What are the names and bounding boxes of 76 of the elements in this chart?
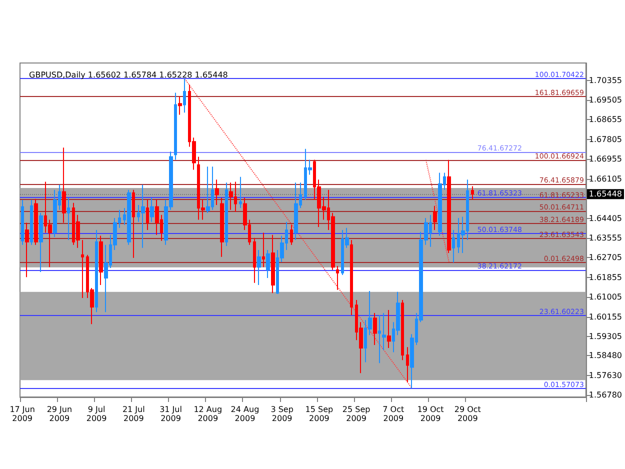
- candlestick: [401, 300, 404, 361]
- y-tick-label: 1.60155: [588, 312, 622, 322]
- candlestick: [350, 239, 353, 316]
- candlestick: [132, 189, 135, 258]
- candlestick: [438, 172, 442, 236]
- x-tick-label: 12 Aug 2009: [194, 405, 222, 423]
- candlestick: [373, 312, 377, 346]
- candlestick: [174, 92, 177, 160]
- candlestick: [253, 237, 256, 284]
- x-tick-label: 29 Jun 2009: [46, 405, 72, 423]
- x-tick-label: 7 Oct 2009: [382, 405, 404, 423]
- text: GBPUSD,Daily 1.65602 1.65784 1.65228 1.65448: [29, 70, 228, 80]
- candlestick: [206, 166, 210, 214]
- candlestick: [290, 224, 293, 246]
- y-tick-label: 1.57630: [588, 370, 622, 380]
- x-tick-label: 15 Sep 2009: [305, 405, 334, 423]
- candlestick: [378, 314, 381, 364]
- candlestick: [257, 249, 261, 286]
- candlestick: [21, 199, 24, 246]
- y-tick-label: 1.68655: [588, 115, 622, 124]
- ref-line-label: 1.65448: [588, 190, 622, 199]
- candlestick: [183, 78, 186, 114]
- y-tick-label: 1.66105: [588, 174, 622, 184]
- candlestick: [225, 182, 228, 247]
- x-tick-label: 24 Aug 2009: [230, 405, 260, 423]
- y-tick-label: 1.56780: [588, 390, 622, 400]
- candlestick: [34, 198, 38, 246]
- candlestick: [294, 182, 298, 240]
- y-tick-label: 1.69505: [588, 95, 622, 104]
- y-tick-label: 1.58480: [588, 351, 622, 360]
- x-tick-label: 31 Jul 2009: [160, 405, 182, 423]
- candlestick: [25, 222, 29, 278]
- candlestick: [53, 189, 57, 238]
- candlestick: [127, 189, 131, 246]
- candlestick: [215, 179, 219, 206]
- candlestick: [452, 230, 455, 264]
- y-tick-label: 1.66955: [588, 154, 622, 164]
- candlestick: [220, 197, 224, 258]
- candlestick: [99, 235, 103, 286]
- candlestick: [336, 265, 339, 290]
- y-tick-label: 1.70355: [588, 76, 622, 85]
- y-tick-label: 1.59305: [588, 332, 622, 342]
- x-tick-label: 9 Jul 2009: [86, 405, 107, 423]
- candlestick: [447, 159, 451, 254]
- x-tick-label: 17 Jun 2009: [10, 405, 35, 423]
- x-tick-label: 3 Sep 2009: [270, 405, 294, 423]
- x-tick-label: 25 Sep 2009: [342, 405, 370, 423]
- x-tick-label: 21 Jul 2009: [122, 405, 145, 423]
- candlestick: [262, 232, 265, 268]
- candlestick: [271, 234, 275, 294]
- candlestick: [229, 182, 233, 210]
- candlestick: [266, 249, 270, 279]
- candlestick: [239, 176, 242, 208]
- y-tick-label: 1.63555: [588, 234, 622, 242]
- candlestick: [62, 147, 66, 224]
- y-tick-label: 1.61855: [588, 272, 622, 282]
- candlestick: [81, 239, 84, 298]
- x-tick-label: 29 Oct 2009: [454, 405, 481, 423]
- y-tick-label: 1.61005: [588, 292, 622, 302]
- candlestick: [178, 96, 182, 116]
- candlestick: [141, 184, 145, 248]
- y-tick-label: 1.67805: [588, 134, 622, 144]
- x-tick-label: 19 Oct 2009: [417, 405, 444, 423]
- candlestick: [67, 197, 70, 240]
- candlestick: [471, 186, 474, 200]
- candlestick: [146, 199, 149, 230]
- candlestick: [39, 212, 43, 272]
- candlestick: [406, 346, 409, 383]
- candlestick: [433, 205, 437, 230]
- candlestick: [387, 310, 391, 349]
- y-tick-label: 1.64405: [588, 214, 622, 223]
- candlestick: [382, 312, 386, 351]
- y-tick-label: 1.62705: [588, 253, 622, 262]
- candlestick: [30, 199, 33, 246]
- candlestick: [95, 230, 98, 313]
- candlestick: [150, 197, 154, 222]
